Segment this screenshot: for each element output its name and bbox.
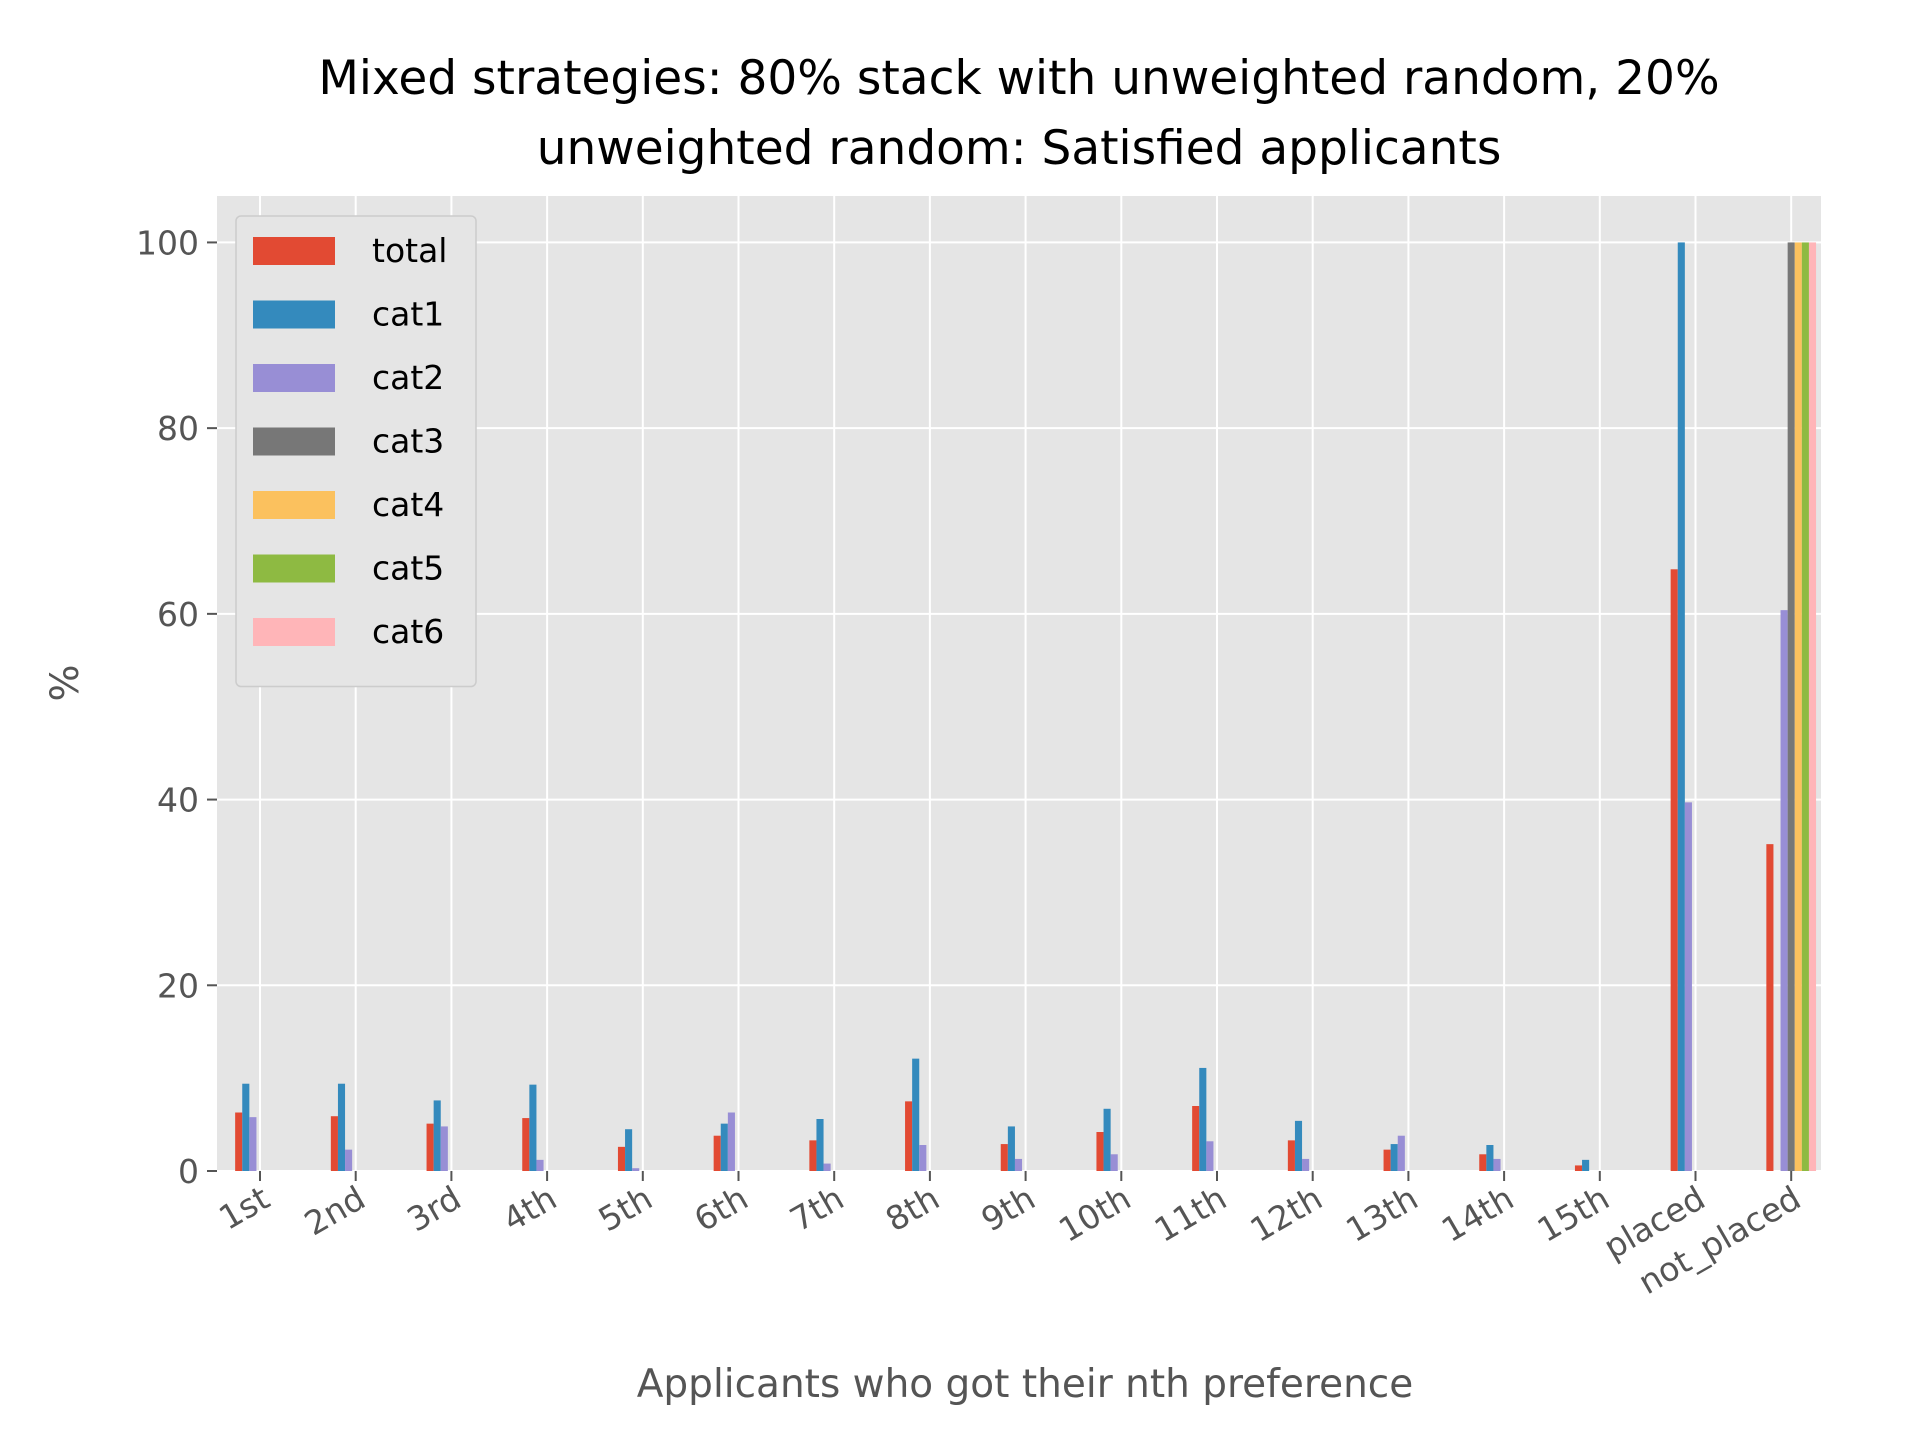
x-tick-label: 6th — [687, 1178, 754, 1239]
bar-cat2 — [727, 1112, 735, 1171]
y-tick-label: 100 — [136, 223, 199, 262]
bar-cat1 — [1103, 1108, 1111, 1171]
legend-swatch-cat2 — [253, 364, 335, 392]
bar-total — [1479, 1154, 1487, 1171]
bar-cat1 — [529, 1084, 537, 1171]
bar-cat1 — [242, 1083, 250, 1171]
bar-cat2 — [1780, 610, 1788, 1171]
bar-cat2 — [536, 1159, 544, 1171]
legend-swatch-cat5 — [253, 554, 335, 583]
bar-cat2 — [440, 1126, 448, 1171]
bar-cat1 — [816, 1119, 824, 1171]
y-axis-label: % — [43, 664, 88, 701]
bar-cat2 — [249, 1117, 257, 1171]
bar-total — [1287, 1140, 1295, 1171]
legend-label-total: total — [372, 231, 447, 270]
bar-total — [330, 1116, 338, 1171]
bar-total — [1574, 1165, 1583, 1171]
bar-cat1 — [625, 1129, 633, 1171]
legend-label-cat5: cat5 — [372, 549, 444, 588]
legend-swatch-cat4 — [253, 491, 335, 519]
bar-cat1 — [1582, 1159, 1590, 1171]
bar-cat2 — [823, 1163, 831, 1171]
legend-swatch-total — [253, 237, 335, 265]
bar-cat1 — [433, 1100, 441, 1171]
bar-total — [713, 1135, 721, 1171]
bar-cat2 — [1493, 1158, 1501, 1171]
bar-cat2 — [1014, 1158, 1023, 1171]
x-tick-label: 10th — [1052, 1178, 1137, 1250]
x-axis-label: Applicants who got their nth preference — [637, 1362, 1413, 1407]
y-tick-label: 20 — [157, 966, 199, 1005]
bar-cat3 — [1787, 242, 1795, 1171]
legend-swatch-cat6 — [253, 618, 335, 646]
bar-cat4 — [1794, 242, 1802, 1171]
bar-total — [1000, 1144, 1008, 1171]
y-tick-label: 40 — [157, 781, 199, 820]
bar-total — [522, 1118, 530, 1171]
bar-total — [617, 1146, 626, 1171]
bar-cat2 — [345, 1149, 353, 1171]
legend: total cat1 cat2 cat3 cat4 cat5 cat6 — [235, 215, 477, 688]
legend-label-cat3: cat3 — [372, 422, 444, 461]
bar-total — [1670, 569, 1678, 1171]
bar-cat1 — [1294, 1120, 1303, 1171]
bar-total — [1766, 844, 1774, 1171]
x-tick-label: 3rd — [400, 1178, 467, 1239]
x-tick-label: 13th — [1339, 1178, 1424, 1250]
bar-total — [1383, 1149, 1391, 1171]
bar-cat1 — [1486, 1145, 1494, 1171]
bar-cat1 — [1677, 242, 1685, 1171]
legend-label-cat6: cat6 — [372, 612, 444, 651]
x-tick-label: 2nd — [298, 1178, 372, 1243]
bar-total — [809, 1140, 817, 1171]
x-tick-label: 14th — [1435, 1178, 1520, 1250]
bar-cat1 — [912, 1058, 920, 1171]
chart-title-line-2: unweighted random: Satisfied applicants — [537, 121, 1502, 176]
legend-swatch-cat1 — [253, 300, 335, 329]
y-tick-label: 60 — [157, 595, 199, 634]
legend-label-cat2: cat2 — [372, 358, 444, 397]
bar-cat6 — [1808, 242, 1817, 1171]
x-tick-label: 8th — [879, 1178, 946, 1239]
bar-cat2 — [1110, 1154, 1118, 1171]
x-axis-ticks: 1st 2nd 3rd 4th 5th 6th 7th 8th 9th 10th 11th 12th 1… — [212, 1171, 1807, 1302]
legend-label-cat4: cat4 — [372, 485, 444, 524]
bar-cat1 — [1199, 1067, 1207, 1171]
chart-title-line-1: Mixed strategies: 80% stack with unweigh… — [318, 51, 1719, 106]
x-tick-label: 9th — [975, 1178, 1042, 1239]
bar-cat2 — [1684, 802, 1692, 1171]
bars — [235, 242, 1817, 1171]
bar-cat2 — [1206, 1141, 1214, 1171]
bar-cat2 — [632, 1168, 640, 1171]
bar-cat2 — [919, 1145, 927, 1171]
bar-total — [1192, 1106, 1200, 1171]
bar-cat1 — [337, 1083, 346, 1171]
bar-cat1 — [1390, 1144, 1398, 1171]
bar-total — [426, 1123, 434, 1171]
bar-cat1 — [1007, 1126, 1015, 1171]
x-tick-label: 4th — [496, 1178, 563, 1239]
bar-total — [905, 1101, 913, 1171]
x-tick-label: 5th — [592, 1178, 659, 1239]
y-tick-label: 80 — [157, 409, 199, 448]
bar-total — [1096, 1132, 1104, 1171]
y-tick-label: 0 — [178, 1152, 199, 1191]
x-tick-label: 11th — [1148, 1178, 1233, 1250]
bar-cat5 — [1801, 242, 1809, 1171]
plot-area — [217, 196, 1821, 1171]
legend-label-cat1: cat1 — [372, 295, 444, 334]
bar-total — [235, 1112, 243, 1171]
bar-cat2 — [1397, 1135, 1405, 1171]
bar-cat1 — [720, 1123, 728, 1171]
x-tick-label: 1st — [212, 1178, 276, 1237]
y-axis-ticks: 0 20 40 60 80 100 — [136, 223, 217, 1191]
x-tick-label: 7th — [783, 1178, 850, 1239]
x-tick-label: 12th — [1244, 1178, 1329, 1250]
legend-swatch-cat3 — [253, 427, 335, 456]
bar-cat2 — [1302, 1158, 1310, 1171]
